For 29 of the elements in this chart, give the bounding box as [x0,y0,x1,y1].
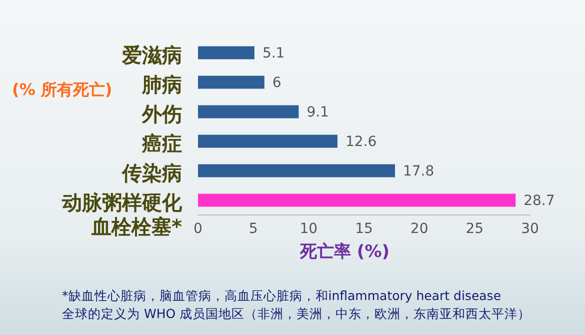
data-label: 5.1 [262,46,285,62]
text: *缺血性心脏病，脑血管病，高血压心脏病，和inflammatory heart disease [62,288,502,305]
y-tick-label: 外伤 [141,102,182,126]
data-label: 9.1 [306,104,329,121]
data-label: 6 [272,75,282,92]
bar [198,76,264,89]
y-tick-label: 肺病 [141,72,182,96]
y-tick-label: 爱滋病 [121,42,182,67]
x-tick-label: 25 [466,220,484,237]
data-label: 28.7 [524,193,555,210]
bar [198,194,516,207]
x-tick-label: 15 [355,220,373,237]
x-tick-label: 5 [248,220,258,237]
bar [198,46,254,60]
x-axis-title: 死亡率 (%) [300,241,390,263]
y-tick-label: 动脉粥样硬化血栓栓塞* [61,190,183,238]
x-tick-label: 0 [194,220,202,237]
data-label: 17.8 [402,164,434,180]
text: 全球的定义为 WHO 成员国地区（非洲，美洲，中东，欧洲，东南亚和西太平洋） [62,306,531,323]
bar [198,164,395,178]
y-axis-title: (% 所有死亡) [12,80,112,101]
y-tick-label: 癌症 [141,131,182,156]
bar [198,134,338,148]
x-tick-label: 20 [410,220,428,237]
bar [198,105,299,118]
x-tick-label: 30 [521,220,539,237]
data-label: 12.6 [345,134,377,150]
y-tick-label: 传染病 [121,160,182,185]
x-tick-label: 10 [300,220,318,237]
